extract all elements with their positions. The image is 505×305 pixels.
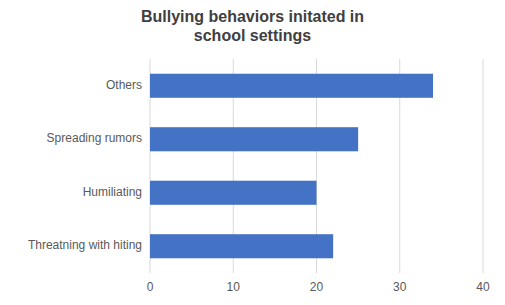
grid-line bbox=[483, 59, 484, 273]
grid bbox=[150, 59, 483, 273]
bar bbox=[150, 127, 358, 151]
chart-title: Bullying behaviors initated in school set… bbox=[141, 8, 364, 44]
y-tick-label: Threatning with hiting bbox=[28, 238, 142, 252]
y-tick-label: Others bbox=[106, 78, 142, 92]
bars bbox=[150, 74, 433, 259]
title-line: school settings bbox=[194, 27, 311, 44]
x-tick-label: 0 bbox=[147, 280, 154, 294]
x-tick-label: 20 bbox=[310, 280, 324, 294]
y-tick-label: Spreading rumors bbox=[47, 131, 142, 145]
bar bbox=[150, 181, 317, 205]
title-line: Bullying behaviors initated in bbox=[141, 8, 364, 25]
x-tick-label: 30 bbox=[393, 280, 407, 294]
y-tick-label: Humiliating bbox=[83, 185, 142, 199]
x-tick-label: 10 bbox=[227, 280, 241, 294]
bar bbox=[150, 234, 333, 258]
x-tick-label: 40 bbox=[476, 280, 490, 294]
chart-svg: Bullying behaviors initated in school set… bbox=[0, 0, 505, 305]
chart-container: Bullying behaviors initated in school set… bbox=[0, 0, 505, 305]
bar bbox=[150, 74, 433, 98]
